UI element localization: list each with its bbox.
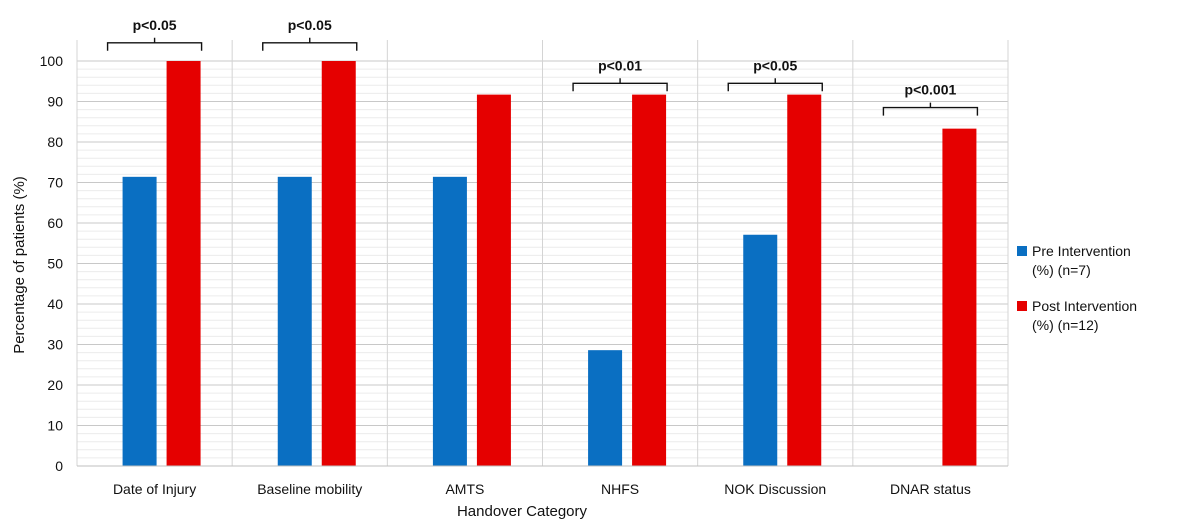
y-tick-label: 40 [47, 296, 63, 312]
significance-bracket [106, 37, 203, 51]
x-tick-label: DNAR status [890, 481, 971, 497]
bar-pre-intervention [588, 350, 623, 466]
significance-label: p<0.05 [133, 17, 177, 33]
y-tick-label: 80 [47, 134, 63, 150]
bar-pre-intervention [743, 234, 778, 466]
y-tick-label: 50 [47, 256, 63, 272]
legend-swatch-post [1017, 301, 1027, 311]
bar-post-intervention [476, 94, 511, 467]
legend-swatch-pre [1017, 246, 1027, 256]
bar-post-intervention [942, 128, 977, 466]
y-tick-labels: 0 10 20 30 40 50 60 70 80 90 100 [40, 53, 64, 474]
y-tick-label: 30 [47, 337, 63, 353]
legend-label: (%) (n=7) [1032, 262, 1091, 278]
significance-bracket [882, 102, 979, 116]
significance-bracket [727, 78, 823, 92]
x-axis-title: Handover Category [457, 503, 588, 520]
significance-label: p<0.01 [598, 57, 642, 73]
y-tick-label: 70 [47, 175, 63, 191]
legend: Pre Intervention (%) (n=7) Post Interventi… [1017, 243, 1137, 333]
significance-bracket [262, 37, 358, 51]
bar-post-intervention [321, 61, 356, 466]
significance-bracket [572, 78, 668, 92]
bar-pre-intervention [122, 176, 157, 466]
x-tick-label: NHFS [601, 481, 639, 497]
legend-label: Pre Intervention [1032, 243, 1131, 259]
significance-label: p<0.001 [905, 82, 957, 98]
x-tick-label: Baseline mobility [257, 481, 362, 497]
y-tick-label: 90 [47, 94, 63, 110]
y-tick-label: 0 [55, 458, 63, 474]
significance-label: p<0.05 [288, 17, 332, 33]
significance-annotations: p<0.05 p<0.05 p<0.01 p<0.05 p<0.001 [106, 17, 979, 116]
y-tick-label: 60 [47, 215, 63, 231]
bar-post-intervention [632, 94, 667, 467]
x-tick-label: AMTS [445, 481, 484, 497]
y-tick-label: 20 [47, 377, 63, 393]
x-tick-labels: Date of Injury Baseline mobility AMTS NHFS N… [113, 481, 971, 497]
bar-pre-intervention [277, 176, 312, 466]
bar-post-intervention [166, 61, 201, 466]
significance-label: p<0.05 [753, 57, 797, 73]
y-tick-label: 10 [47, 418, 63, 434]
category-dividers [76, 40, 1009, 466]
bar-post-intervention [787, 94, 822, 467]
x-tick-label: NOK Discussion [724, 481, 826, 497]
bars [122, 61, 977, 467]
legend-label: (%) (n=12) [1032, 317, 1099, 333]
y-tick-label: 100 [40, 53, 64, 69]
x-tick-label: Date of Injury [113, 481, 196, 497]
bar-pre-intervention [432, 176, 467, 466]
legend-label: Post Intervention [1032, 298, 1137, 314]
y-axis-title: Percentage of patients (%) [11, 176, 28, 354]
